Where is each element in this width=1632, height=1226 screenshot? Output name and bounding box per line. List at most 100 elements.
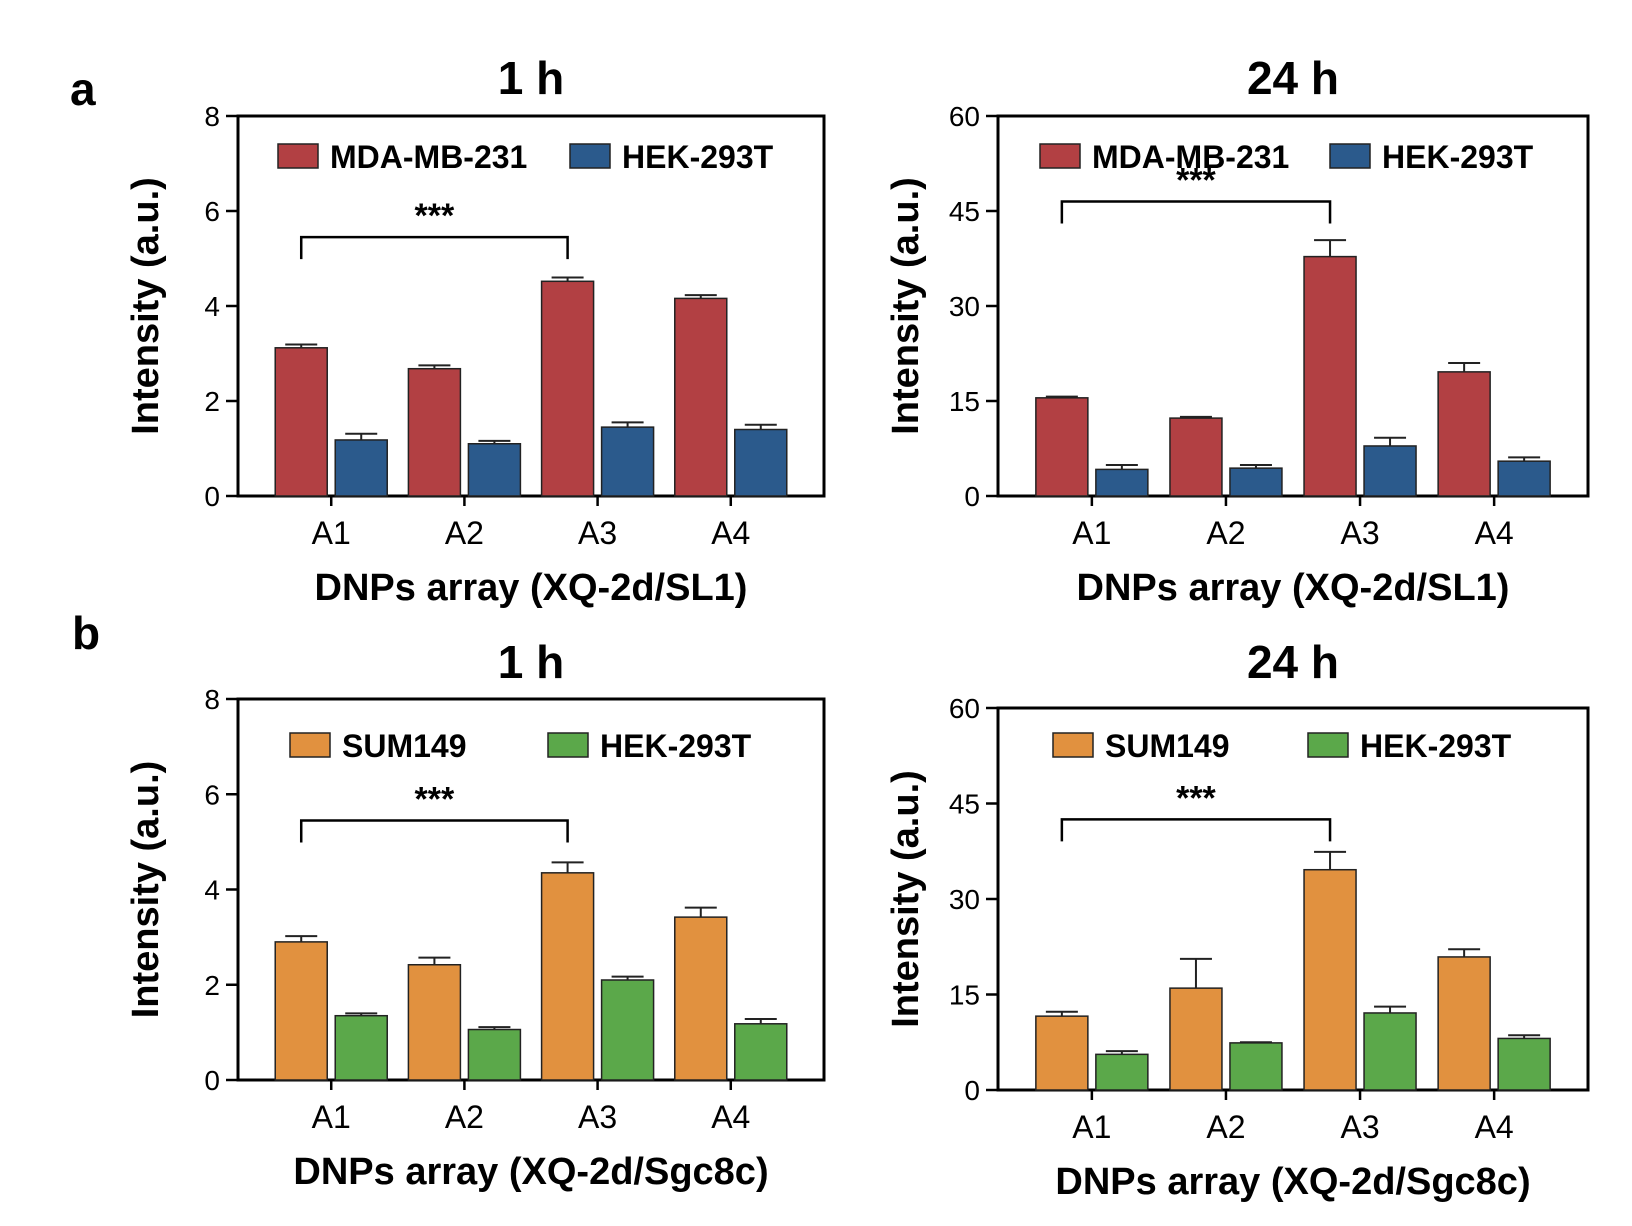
x-axis-label: DNPs array (XQ-2d/SL1) (1077, 567, 1510, 609)
bar-hek-293t-a1 (334, 439, 388, 497)
bar-hek-293t-a1 (334, 1014, 388, 1081)
legend-swatch-1 (569, 143, 611, 169)
bar-mda-mb-231-a2 (407, 367, 462, 497)
y-tick-label: 0 (964, 1075, 980, 1106)
chart-title: 1 h (498, 636, 564, 688)
x-axis-label: DNPs array (XQ-2d/SL1) (315, 567, 748, 609)
x-tick-label-a3: A3 (578, 1099, 617, 1135)
x-tick-label-a1: A1 (1072, 1109, 1111, 1145)
significance-label: *** (415, 780, 455, 818)
bar-sum149-a3 (540, 872, 595, 1081)
y-tick-label: 45 (949, 789, 980, 820)
bar-mda-mb-231-a4 (674, 297, 728, 497)
legend-label-1: HEK-293T (600, 728, 752, 764)
y-tick-label: 4 (204, 875, 220, 906)
bar-mda-mb-231-a1 (274, 347, 328, 497)
y-tick-label: 15 (949, 386, 980, 417)
y-axis-label: Intensity (a.u.) (125, 761, 167, 1019)
y-tick-label: 6 (204, 196, 220, 227)
bar-hek-293t-a2 (1229, 1042, 1283, 1091)
x-tick-label-a1: A1 (312, 515, 351, 551)
legend-label-1: HEK-293T (1360, 728, 1512, 764)
y-tick-label: 0 (204, 481, 220, 512)
bar-sum149-a2 (407, 963, 462, 1081)
legend-label-0: MDA-MB-231 (1092, 139, 1289, 175)
x-tick-label-a4: A4 (1475, 1109, 1514, 1145)
bar-hek-293t-a4 (734, 428, 788, 497)
bar-hek-293t-a1 (1095, 468, 1149, 497)
x-tick-label-a3: A3 (578, 515, 617, 551)
y-axis-label: Intensity (a.u.) (885, 177, 927, 435)
y-axis-label: Intensity (a.u.) (885, 770, 927, 1028)
significance-label: *** (1176, 779, 1216, 817)
bar-mda-mb-231-a4 (1437, 371, 1491, 497)
bar-sum149-a3 (1303, 868, 1357, 1091)
y-tick-label: 4 (204, 291, 220, 322)
legend-label-0: SUM149 (1105, 728, 1230, 764)
bar-sum149-a4 (674, 916, 728, 1081)
y-tick-label: 2 (204, 386, 220, 417)
significance-bracket (1060, 818, 1332, 842)
bar-hek-293t-a2 (467, 443, 522, 497)
panel-label-a: a (70, 63, 96, 115)
y-tick-label: 6 (204, 779, 220, 810)
bar-mda-mb-231-a3 (1303, 255, 1357, 497)
x-tick-label-a3: A3 (1340, 1109, 1379, 1145)
bar-sum149-a1 (1035, 1015, 1089, 1091)
x-axis-label: DNPs array (XQ-2d/Sgc8c) (293, 1151, 768, 1193)
legend-swatch-0 (277, 143, 319, 169)
legend-swatch-0 (289, 732, 331, 758)
x-tick-label-a4: A4 (711, 515, 750, 551)
y-tick-label: 0 (964, 481, 980, 512)
x-tick-label-a2: A2 (1206, 1109, 1245, 1145)
y-tick-label: 0 (204, 1065, 220, 1096)
x-tick-label-a4: A4 (711, 1099, 750, 1135)
y-axis-label: Intensity (a.u.) (125, 177, 167, 435)
bar-mda-mb-231-a2 (1169, 417, 1223, 497)
bar-hek-293t-a4 (734, 1023, 788, 1081)
x-tick-label-a1: A1 (312, 1099, 351, 1135)
legend-swatch-1 (1329, 143, 1371, 169)
y-tick-label: 2 (204, 970, 220, 1001)
bar-hek-293t-a3 (600, 979, 655, 1081)
legend-swatch-1 (1307, 732, 1349, 758)
legend-label-0: SUM149 (342, 728, 467, 764)
chart-title: 24 h (1247, 52, 1339, 104)
legend-label-0: MDA-MB-231 (330, 139, 527, 175)
bar-mda-mb-231-a3 (540, 280, 595, 497)
x-tick-label-a4: A4 (1475, 515, 1514, 551)
y-tick-label: 15 (949, 980, 980, 1011)
y-tick-label: 60 (949, 101, 980, 132)
x-tick-label-a2: A2 (445, 515, 484, 551)
legend-label-1: HEK-293T (1382, 139, 1534, 175)
panel-label-b: b (72, 607, 101, 659)
y-tick-label: 8 (204, 101, 220, 132)
y-tick-label: 60 (949, 693, 980, 724)
bar-sum149-a2 (1169, 987, 1223, 1091)
chart-title: 1 h (498, 52, 564, 104)
x-axis-label: DNPs array (XQ-2d/Sgc8c) (1055, 1161, 1530, 1203)
bar-hek-293t-a4 (1497, 1037, 1551, 1091)
significance-label: *** (415, 197, 455, 235)
y-tick-label: 8 (204, 684, 220, 715)
significance-bracket (299, 235, 569, 260)
significance-bracket (1060, 200, 1332, 224)
legend-swatch-1 (547, 732, 589, 758)
y-tick-label: 30 (949, 291, 980, 322)
bar-hek-293t-a3 (1363, 445, 1417, 497)
y-tick-label: 45 (949, 196, 980, 227)
legend-swatch-0 (1039, 143, 1081, 169)
significance-bracket (299, 819, 569, 843)
bar-hek-293t-a4 (1497, 460, 1551, 497)
legend-label-1: HEK-293T (622, 139, 774, 175)
bar-sum149-a4 (1437, 956, 1491, 1091)
bar-hek-293t-a1 (1095, 1053, 1149, 1091)
significance-label: *** (1176, 162, 1216, 200)
chart-title: 24 h (1247, 636, 1339, 688)
x-tick-label-a2: A2 (1206, 515, 1245, 551)
